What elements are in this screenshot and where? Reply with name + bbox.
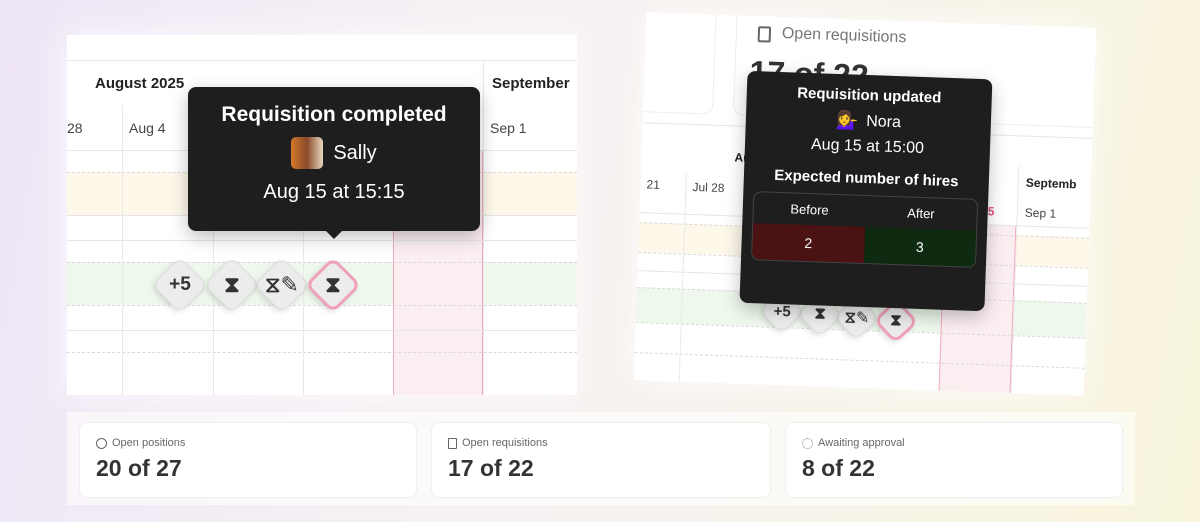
tooltip-user: Nora [865,112,902,131]
hourglass-icon: ⧗ [890,311,902,330]
stat-card-open-positions[interactable]: Open positions 20 of 27 [79,422,417,498]
stats-bar: Open positions 20 of 27 Open requisition… [67,412,1135,505]
month-label: September [492,75,570,92]
tooltip-title: Requisition updated [796,84,942,107]
hourglass-edit-icon: ⧖✎ [265,272,299,297]
hourglass-icon: ⧗ [224,272,240,297]
file-icon [448,437,457,449]
month-label: August 2025 [95,75,185,92]
stat-card-awaiting-approval[interactable]: Awaiting approval 8 of 22 [785,422,1123,498]
before-value: 2 [752,223,865,263]
loader-icon [802,437,813,449]
avatar: 💁‍♀️ [835,109,859,131]
file-icon [757,26,772,43]
day-label: 21 [646,177,661,192]
day-label: Jul 28 [692,179,725,196]
day-label: Sep 1 [1024,205,1057,221]
tooltip-section-title: Expected number of hires [774,166,959,191]
day-label: Sep 1 [490,120,527,136]
month-label: Septemb [1025,175,1077,192]
stat-value: 20 of 27 [96,455,182,481]
hourglass-icon: ⧗ [325,272,341,297]
tooltip-title: Requisition completed [221,103,447,126]
hires-comparison-table: Before After 2 3 [750,191,979,268]
user-circle-icon [96,437,107,449]
day-label: 28 [67,120,83,136]
event-tooltip: Requisition updated 💁‍♀️ Nora Aug 15 at … [739,70,993,312]
tooltip-time: Aug 15 at 15:00 [810,136,925,158]
stat-value: 17 of 22 [448,455,534,481]
avatar [291,137,324,169]
day-label: 5 [987,204,995,219]
day-label: Aug 4 [129,120,166,136]
tooltip-user: Sally [333,141,377,164]
stat-card-open-requisitions[interactable]: Open requisitions 17 of 22 [431,422,771,498]
tooltip-time: Aug 15 at 15:15 [263,181,405,203]
after-value: 3 [863,227,977,267]
timeline-panel-right: Open requisitions 17 of 22 Aug Septemb 2… [633,12,1097,396]
event-tooltip: Requisition completed Sally Aug 15 at 15… [188,87,480,239]
stat-value: 8 of 22 [802,455,875,481]
